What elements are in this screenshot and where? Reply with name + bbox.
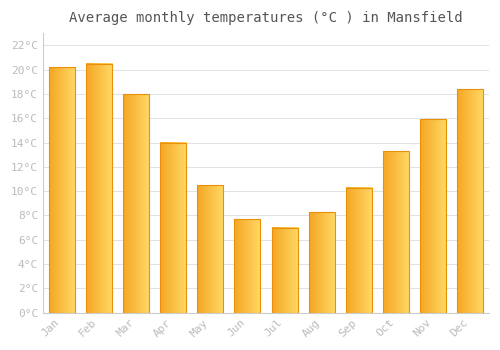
Bar bbox=[346, 188, 372, 313]
Bar bbox=[420, 119, 446, 313]
Bar bbox=[272, 228, 297, 313]
Title: Average monthly temperatures (°C ) in Mansfield: Average monthly temperatures (°C ) in Ma… bbox=[69, 11, 462, 25]
Bar bbox=[160, 142, 186, 313]
Bar bbox=[123, 94, 149, 313]
Bar bbox=[197, 185, 223, 313]
Bar bbox=[458, 89, 483, 313]
Bar bbox=[48, 67, 74, 313]
Bar bbox=[86, 64, 112, 313]
Bar bbox=[308, 212, 334, 313]
Bar bbox=[234, 219, 260, 313]
Bar bbox=[383, 151, 409, 313]
